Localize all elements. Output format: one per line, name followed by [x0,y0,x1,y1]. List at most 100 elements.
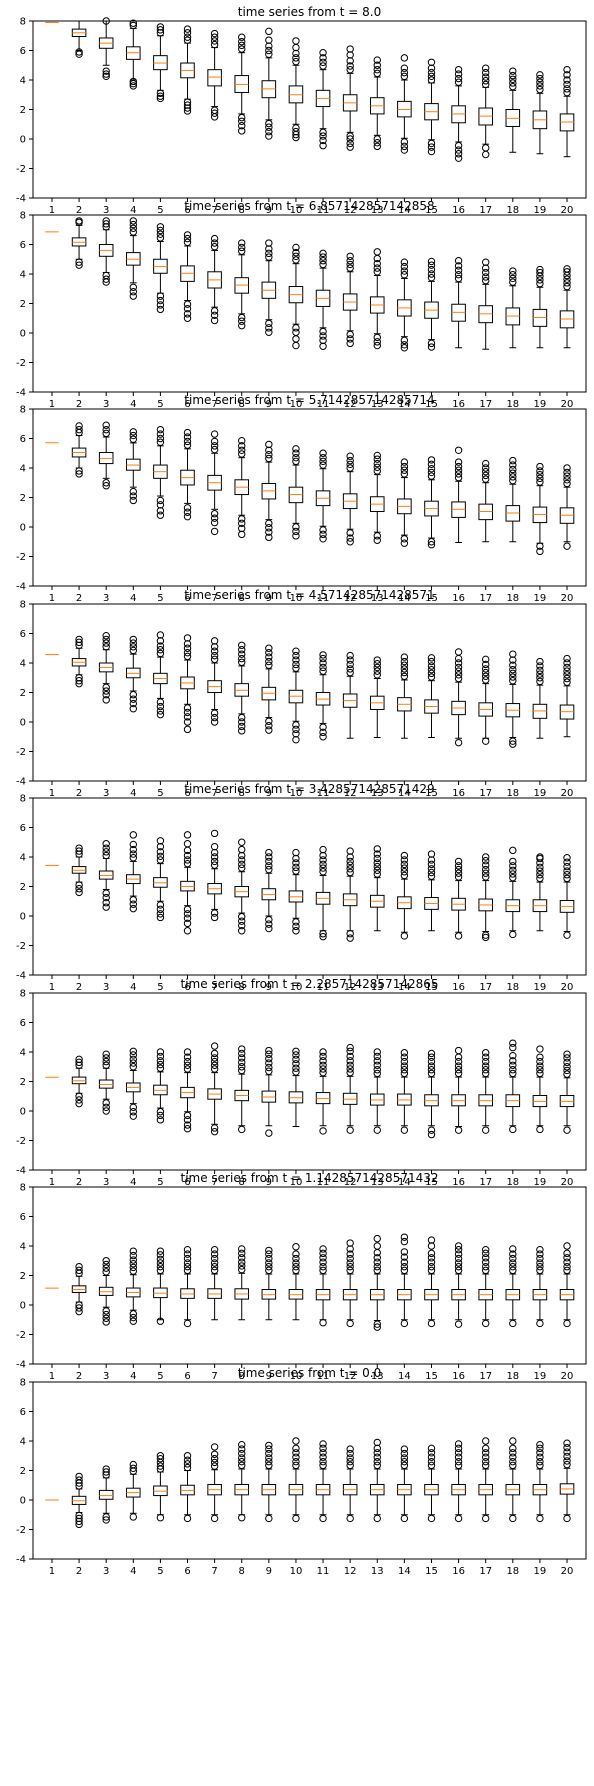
x-tick-label: 20 [561,205,574,216]
y-tick-label: -2 [16,941,26,952]
y-tick-label: 6 [20,434,26,445]
outlier-point [510,1445,516,1451]
boxplot-7 [208,1444,222,1522]
outlier-point [157,1049,163,1055]
x-tick-label: 2 [76,205,82,216]
outlier-point [130,497,136,503]
x-tick-label: 19 [534,1371,547,1382]
x-tick-label: 2 [76,982,82,993]
outlier-point [510,1320,516,1326]
x-tick-label: 3 [103,593,109,604]
x-tick-label: 15 [425,1566,438,1577]
x-tick-label: 1 [49,982,55,993]
x-tick-label: 20 [561,593,574,604]
outlier-point [184,1246,190,1252]
x-tick-label: 3 [103,982,109,993]
outlier-point [266,329,272,335]
outlier-point [293,1515,299,1521]
outlier-point [293,1251,299,1257]
boxplot-18 [506,651,520,747]
boxplot-12 [343,1446,357,1522]
boxplot-20 [560,465,574,550]
outlier-point [401,933,407,939]
boxplot-9 [262,441,276,540]
x-tick-label: 4 [130,788,136,799]
y-tick-label: 8 [20,1378,26,1389]
x-tick-label: 17 [479,399,492,410]
boxplot-18 [506,68,520,152]
y-tick-label: 6 [20,823,26,834]
y-tick-label: 6 [20,240,26,251]
outlier-point [211,1246,217,1252]
outlier-point [320,1246,326,1252]
outlier-point [293,1438,299,1444]
x-tick-label: 17 [479,788,492,799]
outlier-point [455,459,461,465]
outlier-point [564,1243,570,1249]
y-tick-label: 8 [20,600,26,611]
outlier-point [293,342,299,348]
boxplot-3 [99,841,113,911]
x-tick-label: 17 [479,205,492,216]
plot-area-frame [33,798,586,975]
x-tick-label: 17 [479,1566,492,1577]
x-tick-label: 20 [561,1371,574,1382]
outlier-point [455,649,461,655]
boxplot-7 [208,30,222,120]
boxplot-17 [479,65,493,158]
boxplot-14 [398,459,412,547]
outlier-point [537,1246,543,1252]
boxplot-8 [235,839,249,934]
boxplot-12 [343,1240,357,1327]
boxplot-5 [154,1049,168,1123]
boxplot-8 [235,1441,249,1520]
outlier-point [266,1515,272,1521]
x-tick-label: 18 [506,1371,519,1382]
outlier-point [455,66,461,72]
x-tick-label: 16 [452,1177,465,1188]
y-tick-label: -4 [16,971,26,982]
y-tick-label: 6 [20,1407,26,1418]
boxplot-7 [208,235,222,323]
outlier-point [157,306,163,312]
outlier-point [537,1320,543,1326]
boxplot-7 [208,1043,222,1135]
boxplot-19 [533,463,547,554]
boxplot-17 [479,1246,493,1326]
outlier-point [455,447,461,453]
outlier-point [211,1444,217,1450]
outlier-point [293,336,299,342]
boxplot-5 [154,838,168,921]
outlier-point [347,340,353,346]
x-tick-label: 18 [506,205,519,216]
outlier-point [266,1130,272,1136]
outlier-point [157,1515,163,1521]
chart-title: time series from t = 0.0 [238,1366,382,1380]
y-tick-label: 8 [20,794,26,805]
chart-panel-3: time series from t = 5.71428571428571486… [16,393,586,604]
x-tick-label: 14 [398,1566,411,1577]
outlier-point [401,1234,407,1240]
outlier-point [455,1047,461,1053]
boxplot-19 [533,1441,547,1521]
outlier-point [320,1515,326,1521]
outlier-point [510,931,516,937]
outlier-point [184,841,190,847]
chart-title: time series from t = 5.714285714285714 [184,393,434,407]
x-tick-label: 19 [534,788,547,799]
outlier-point [537,463,543,469]
x-tick-label: 18 [506,982,519,993]
boxplot-11 [316,652,330,740]
boxplot-16 [452,858,466,939]
boxplot-17 [479,854,493,941]
outlier-point [537,1046,543,1052]
outlier-point [239,1046,245,1052]
x-tick-label: 17 [479,1371,492,1382]
chart-panel-6: time series from t = 2.28571428571428658… [16,977,586,1188]
outlier-point [428,457,434,463]
plot-area-frame [33,21,586,198]
x-tick-label: 4 [130,1177,136,1188]
x-tick-label: 8 [239,1566,245,1577]
boxplot-18 [506,1438,520,1522]
outlier-point [455,858,461,864]
